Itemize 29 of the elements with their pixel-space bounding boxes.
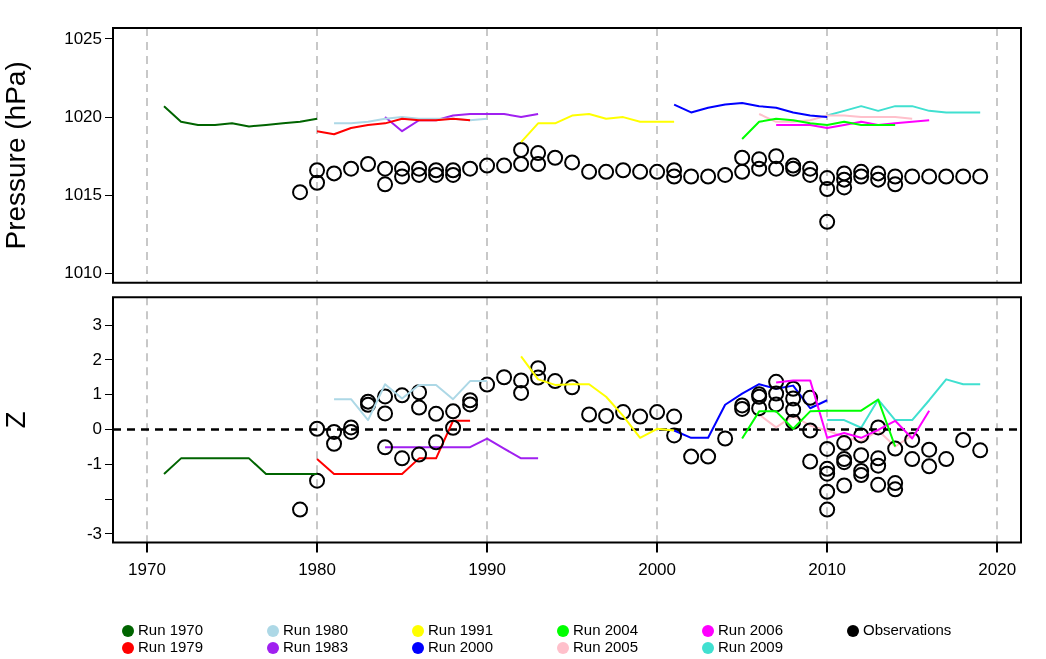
legend-label: Run 1979: [138, 638, 204, 656]
y-tick-label: 1020: [64, 106, 102, 126]
y-tick-label: 0: [92, 419, 102, 439]
x-tick-label: 1970: [128, 560, 166, 580]
legend-label: Run 1983: [283, 638, 349, 656]
legend-label: Run 1991: [428, 621, 494, 639]
y-tick-label: 1025: [64, 28, 102, 48]
y-tick-label: -1: [86, 453, 102, 473]
y-tick-label: 1015: [64, 184, 102, 204]
legend-label: Run 2006: [718, 621, 784, 639]
x-tick-label: 2020: [978, 560, 1017, 580]
legend-label: Run 2004: [573, 621, 639, 639]
y-tick-label: -3: [86, 523, 102, 543]
legend-label: Run 2000: [428, 638, 494, 656]
legend-label: Run 2005: [573, 638, 639, 656]
y-axis-title: Pressure (hPa): [0, 61, 31, 250]
legend-label: Run 1970: [138, 621, 204, 639]
x-tick-label: 1980: [298, 560, 336, 580]
x-tick-label: 2010: [808, 560, 847, 580]
y-tick-label: 3: [92, 314, 102, 334]
y-tick-label: 2: [92, 349, 102, 369]
x-tick-label: 1990: [468, 560, 506, 580]
y-tick-label: 1: [92, 384, 102, 404]
legend-label: Observations: [863, 621, 952, 639]
y-axis-title: Z: [0, 411, 31, 429]
legend-label: Run 2009: [718, 638, 784, 656]
legend-label: Run 1980: [283, 621, 349, 639]
x-tick-label: 2000: [638, 560, 677, 580]
y-tick-label: 1010: [64, 263, 102, 283]
